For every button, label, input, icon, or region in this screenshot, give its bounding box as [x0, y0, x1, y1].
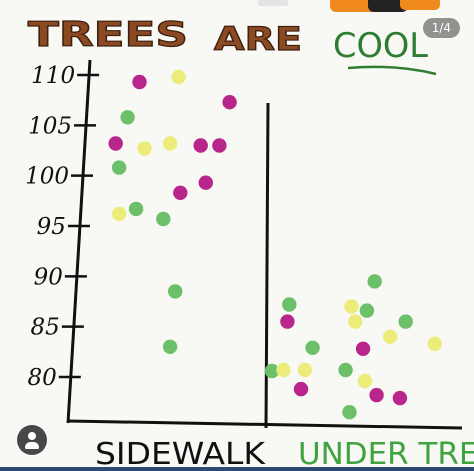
data-point-green	[367, 274, 382, 289]
chart-title-trees: TREES	[28, 15, 188, 55]
data-point-green	[264, 363, 280, 379]
y-axis	[66, 59, 92, 424]
chart-title-cool: COOL	[333, 26, 428, 66]
data-point-green	[120, 110, 135, 125]
data-point-yellow	[137, 141, 152, 156]
data-point-green	[168, 284, 183, 299]
y-tick-label: 80	[28, 365, 57, 391]
page-counter[interactable]: 1/4	[422, 18, 460, 38]
data-point-green	[162, 339, 178, 354]
data-point-magenta	[173, 185, 188, 200]
data-point-green	[359, 303, 375, 318]
avatar-head	[28, 432, 36, 440]
y-tick-label: 85	[31, 315, 60, 341]
data-point-yellow	[162, 136, 178, 151]
data-point-yellow	[344, 299, 359, 314]
group-divider	[264, 102, 270, 429]
data-point-yellow	[348, 314, 363, 329]
data-point-green	[338, 362, 353, 378]
data-point-yellow	[297, 362, 313, 378]
data-point-yellow	[383, 329, 398, 344]
category-labels: SIDEWALK UNDER TREE	[95, 437, 474, 471]
data-point-green	[282, 297, 297, 312]
data-point-yellow	[111, 206, 127, 222]
y-tick-label: 110	[31, 63, 75, 89]
data-point-magenta	[108, 136, 123, 151]
data-point-magenta	[198, 175, 213, 190]
data-point-green	[305, 340, 320, 355]
data-point-green	[398, 314, 413, 329]
y-ticks: 110 105 100 95 90 85 80	[25, 63, 100, 391]
data-point-green	[111, 160, 127, 175]
data-point-yellow	[276, 362, 291, 378]
data-point-green	[342, 405, 357, 420]
data-point-magenta	[132, 74, 147, 90]
chart-title-are: ARE	[214, 20, 302, 58]
data-point-magenta	[222, 95, 237, 110]
category-label-sidewalk: SIDEWALK	[95, 437, 266, 467]
data-point-magenta	[293, 381, 309, 397]
data-point-magenta	[369, 387, 384, 403]
data-point-yellow	[427, 336, 442, 351]
y-tick-label: 100	[25, 164, 69, 190]
data-point-yellow	[171, 69, 186, 85]
data-point-green	[128, 201, 144, 217]
data-point-yellow	[357, 373, 373, 389]
data-points	[108, 69, 442, 420]
category-label-under-tree: UNDER TREE	[298, 437, 474, 467]
y-tick-label: 95	[37, 214, 66, 240]
avatar-shoulders	[25, 442, 39, 449]
markers-in-background-icon	[258, 0, 440, 12]
data-point-magenta	[355, 341, 371, 356]
user-avatar-icon[interactable]	[17, 425, 47, 455]
data-point-magenta	[193, 138, 208, 153]
data-point-magenta	[280, 314, 295, 329]
y-tick-label: 105	[28, 113, 72, 139]
data-point-magenta	[212, 138, 227, 153]
y-tick-label: 90	[34, 264, 63, 290]
title-underline	[347, 65, 437, 76]
data-point-magenta	[392, 390, 408, 406]
data-point-green	[156, 211, 171, 227]
